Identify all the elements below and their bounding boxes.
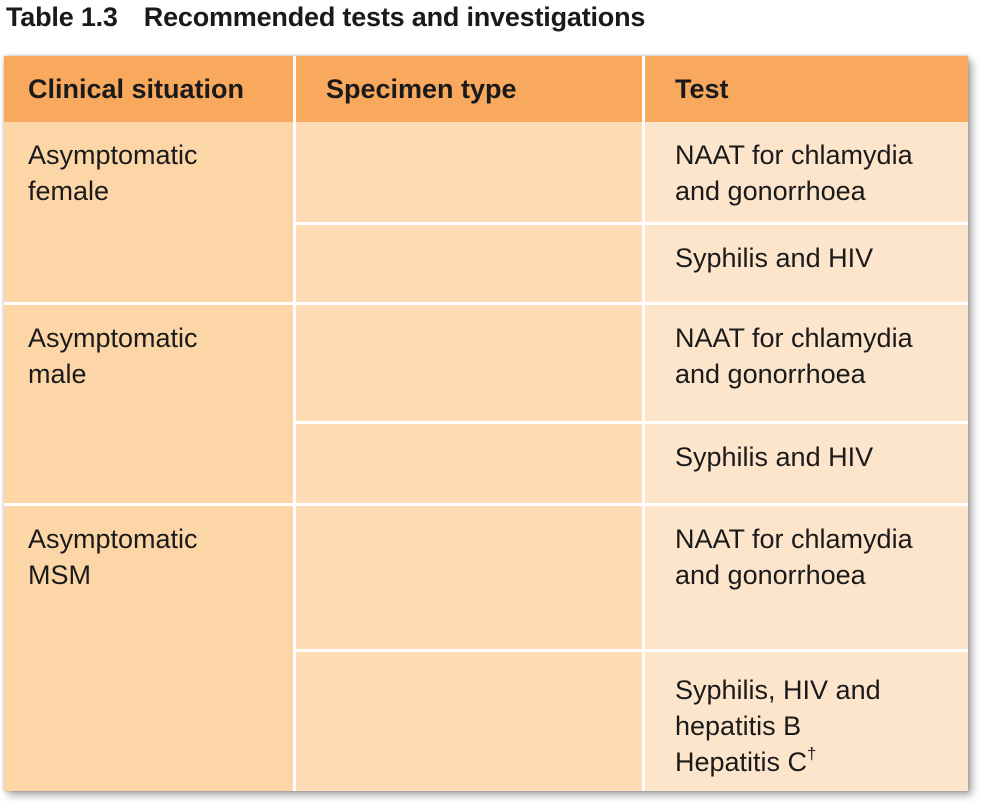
specimen-cell <box>293 503 642 649</box>
specimen-cell <box>293 222 642 302</box>
test-line: NAAT for chlamydia <box>675 524 913 554</box>
table-title: Recommended tests and investigations <box>143 2 646 32</box>
specimen-cell <box>293 122 642 222</box>
clinical-line: Asymptomatic <box>28 140 198 170</box>
test-line: and gonorrhoea <box>675 176 866 206</box>
test-line: hepatitis B <box>675 711 802 741</box>
header-specimen-type: Specimen type <box>293 56 642 122</box>
header-test-label: Test <box>675 74 729 104</box>
recommended-tests-table: Clinical situation Specimen type Test As… <box>4 56 968 791</box>
clinical-line: male <box>28 359 87 389</box>
specimen-cell <box>293 421 642 503</box>
clinical-line: female <box>28 176 110 206</box>
table-frame: Clinical situation Specimen type Test As… <box>4 56 968 791</box>
test-line: Syphilis, HIV and <box>675 675 881 705</box>
clinical-line: Asymptomatic <box>28 524 198 554</box>
test-line: and gonorrhoea <box>675 359 866 389</box>
test-cell: NAAT for chlamydia and gonorrhoea <box>642 122 968 222</box>
header-clinical-label: Clinical situation <box>28 74 245 104</box>
test-line: Syphilis and HIV <box>675 442 874 472</box>
table-caption: Table 1.3 Recommended tests and investiga… <box>6 2 645 33</box>
test-line: Syphilis and HIV <box>675 243 874 273</box>
specimen-cell <box>293 649 642 791</box>
clinical-line: MSM <box>28 560 91 590</box>
header-clinical-situation: Clinical situation <box>4 56 293 122</box>
test-cell: NAAT for chlamydia and gonorrhoea <box>642 302 968 421</box>
test-cell: Syphilis, HIV and hepatitis B Hepatitis … <box>642 649 968 791</box>
clinical-line: Asymptomatic <box>28 323 198 353</box>
header-specimen-label: Specimen type <box>326 74 517 104</box>
clinical-cell-male: Asymptomatic male <box>4 302 293 503</box>
test-line: Hepatitis C† <box>675 744 958 780</box>
test-line: and gonorrhoea <box>675 560 866 590</box>
test-cell: Syphilis and HIV <box>642 421 968 503</box>
clinical-cell-female: Asymptomatic female <box>4 122 293 302</box>
header-test: Test <box>642 56 968 122</box>
test-line-text: Hepatitis C <box>675 747 808 777</box>
test-cell: Syphilis and HIV <box>642 222 968 302</box>
table-number: Table 1.3 <box>6 2 118 32</box>
clinical-cell-msm: Asymptomatic MSM <box>4 503 293 791</box>
dagger-footnote-mark: † <box>807 744 817 763</box>
test-line: NAAT for chlamydia <box>675 323 913 353</box>
test-cell: NAAT for chlamydia and gonorrhoea <box>642 503 968 649</box>
specimen-cell <box>293 302 642 421</box>
test-line: NAAT for chlamydia <box>675 140 913 170</box>
